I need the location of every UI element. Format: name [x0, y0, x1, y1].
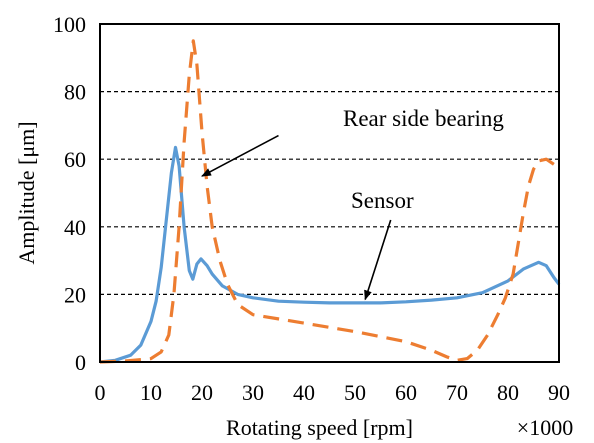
y-tick-label: 100 [53, 12, 86, 37]
x-axis-multiplier: ×1000 [517, 415, 573, 440]
series-layer [99, 39, 561, 364]
x-tick-label: 70 [446, 380, 468, 405]
x-axis-ticks: 0 10 20 30 40 50 60 70 80 90 [95, 380, 571, 405]
x-tick-label: 40 [293, 380, 315, 405]
plot-area-frame [99, 23, 560, 363]
annotation-label: Rear side bearing [343, 106, 504, 131]
x-tick-label: 90 [548, 380, 570, 405]
y-tick-label: 40 [64, 215, 86, 240]
annotation-label: Sensor [351, 188, 414, 213]
x-tick-label: 10 [140, 380, 162, 405]
y-tick-label: 80 [64, 80, 86, 105]
x-tick-label: 0 [95, 380, 106, 405]
y-tick-label: 20 [64, 282, 86, 307]
annotation-arrow [201, 134, 279, 177]
series-line-rear-side-bearing [99, 39, 561, 364]
x-tick-label: 60 [395, 380, 417, 405]
annotation-arrow [364, 219, 392, 301]
annotations: Rear side bearing Sensor [201, 106, 504, 301]
x-tick-label: 80 [497, 380, 519, 405]
x-tick-label: 50 [344, 380, 366, 405]
series-line-sensor [99, 145, 561, 364]
y-axis-title: Amplitude [μm] [14, 121, 39, 264]
x-tick-label: 20 [191, 380, 213, 405]
y-tick-label: 0 [75, 350, 86, 375]
x-axis-title: Rotating speed [rpm] [226, 415, 413, 440]
y-tick-label: 60 [64, 147, 86, 172]
x-tick-label: 30 [242, 380, 264, 405]
y-axis-ticks: 0 20 40 60 80 100 [53, 12, 86, 375]
